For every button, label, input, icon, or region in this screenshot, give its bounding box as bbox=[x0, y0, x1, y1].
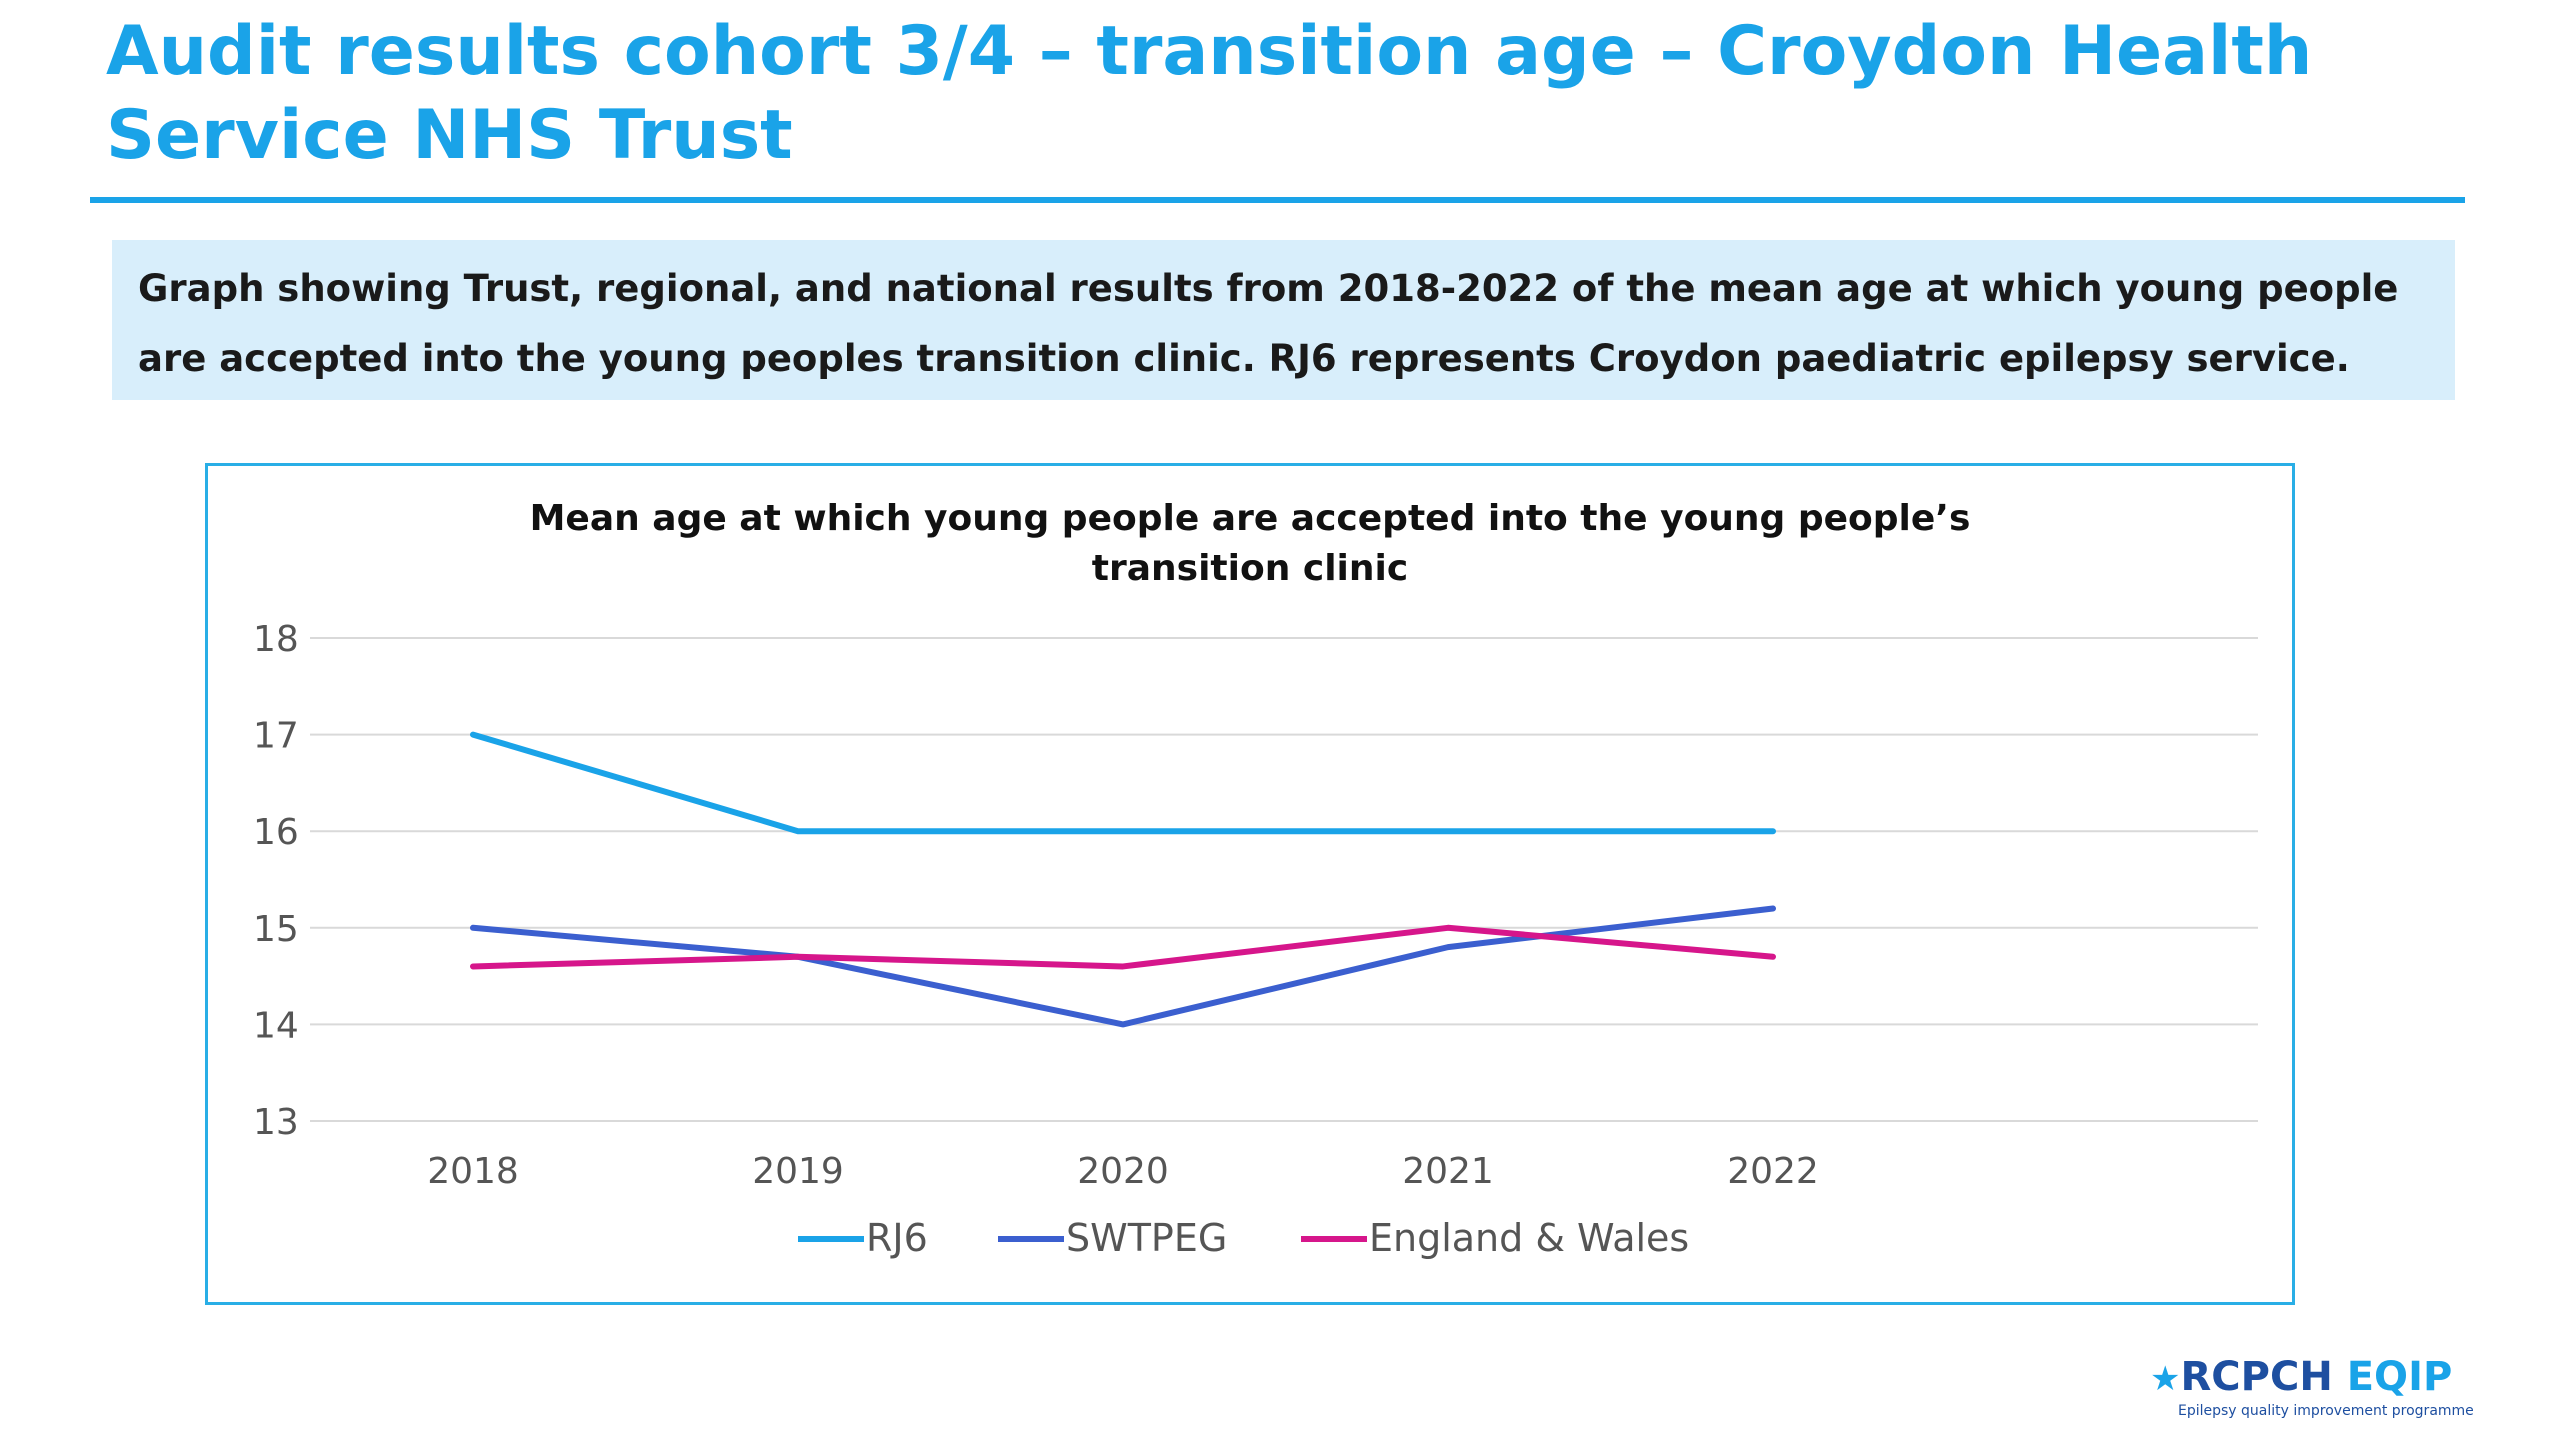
legend-label: SWTPEG bbox=[1066, 1216, 1227, 1260]
chart-title: Mean age at which young people are accep… bbox=[208, 494, 2292, 594]
y-tick-label: 16 bbox=[253, 812, 299, 853]
y-tick-label: 18 bbox=[253, 619, 299, 660]
y-tick-label: 14 bbox=[253, 1005, 299, 1046]
x-tick-label: 2019 bbox=[752, 1151, 844, 1192]
description-box: Graph showing Trust, regional, and natio… bbox=[112, 240, 2455, 400]
logo-tagline: Epilepsy quality improvement programme bbox=[2178, 1403, 2474, 1419]
x-tick-label: 2021 bbox=[1402, 1151, 1494, 1192]
rcpch-eqip-logo: ★RCPCH EQIP Epilepsy quality improvement… bbox=[2150, 1355, 2480, 1425]
x-tick-label: 2018 bbox=[427, 1151, 519, 1192]
legend-label: RJ6 bbox=[866, 1216, 928, 1260]
series-line-england-wales bbox=[470, 924, 1776, 970]
logo-rcpch: RCPCH bbox=[2180, 1354, 2333, 1400]
legend-label: England & Wales bbox=[1369, 1216, 1689, 1260]
slide-title: Audit results cohort 3/4 – transition ag… bbox=[106, 12, 2313, 175]
logo-wordmark: ★RCPCH EQIP bbox=[2150, 1355, 2452, 1401]
chart-plot-area: 13 14 15 16 17 18 2018 2019 2020 2021 2022 RJ6 SWTPE… bbox=[253, 619, 2258, 1260]
chart-title-line-1: Mean age at which young people are accep… bbox=[529, 498, 1971, 539]
title-divider bbox=[90, 197, 2465, 203]
series-line-rj6 bbox=[470, 731, 1776, 835]
x-tick-label: 2020 bbox=[1077, 1151, 1169, 1192]
logo-star-icon: ★ bbox=[2150, 1359, 2181, 1399]
y-tick-label: 17 bbox=[253, 716, 299, 757]
chart-title-line-2: transition clinic bbox=[1091, 548, 1409, 589]
x-tick-label: 2022 bbox=[1727, 1151, 1819, 1192]
logo-eqip: EQIP bbox=[2346, 1354, 2453, 1400]
line-chart: Mean age at which young people are accep… bbox=[205, 463, 2295, 1305]
description-text: Graph showing Trust, regional, and natio… bbox=[138, 267, 2399, 380]
y-tick-label: 15 bbox=[253, 909, 299, 950]
series-line-swtpeg bbox=[470, 905, 1776, 1028]
y-tick-label: 13 bbox=[253, 1102, 299, 1143]
